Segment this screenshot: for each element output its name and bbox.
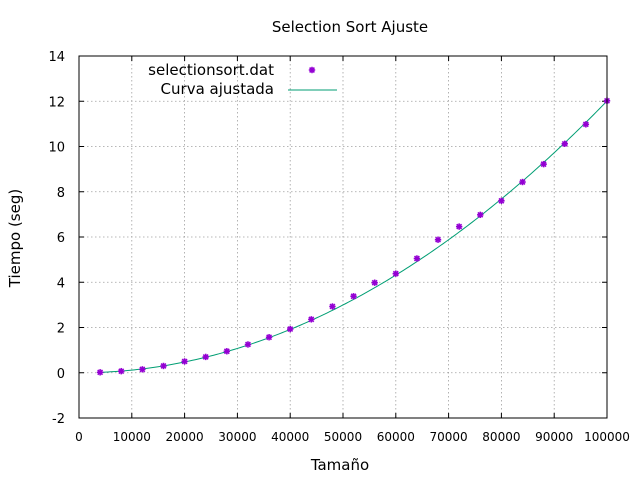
x-tick-label: 50000 [324, 430, 362, 444]
y-tick-label: 8 [57, 186, 65, 201]
legend: selectionsort.dat Curva ajustada [148, 61, 337, 98]
x-tick-label: 20000 [166, 430, 204, 444]
axis-ticks: 0 10000 20000 30000 40000 50000 60000 70000 8000… [48, 50, 629, 444]
y-tick-label: 6 [57, 231, 65, 246]
y-tick-label: 4 [57, 276, 65, 291]
y-tick-label: 14 [48, 50, 65, 65]
y-tick-label: 2 [57, 322, 65, 337]
data-point [519, 178, 526, 186]
data-point [96, 369, 104, 376]
x-tick-label: 80000 [482, 430, 520, 444]
data-point [329, 303, 336, 310]
x-tick-label: 60000 [377, 430, 415, 444]
data-point [498, 197, 505, 204]
data-point [202, 353, 209, 361]
y-tick-label: -2 [52, 412, 65, 427]
data-point [561, 140, 568, 147]
x-axis-label: Tamaño [310, 456, 369, 474]
data-point [434, 236, 442, 243]
data-point [540, 160, 547, 168]
data-point [413, 255, 421, 262]
x-tick-label: 30000 [218, 430, 256, 444]
legend-marker-data [308, 66, 316, 74]
x-tick-label: 10000 [113, 430, 151, 444]
data-point [118, 367, 125, 375]
y-axis-label: Tiempo (seg) [6, 189, 24, 288]
chart-title: Selection Sort Ajuste [272, 18, 428, 36]
data-point [139, 366, 146, 373]
data-point [181, 358, 188, 365]
y-tick-label: 12 [48, 95, 65, 110]
legend-label-data: selectionsort.dat [148, 61, 274, 79]
data-point [582, 121, 590, 128]
data-point [160, 362, 167, 370]
data-point [308, 316, 315, 323]
data-point [477, 211, 484, 219]
grid [79, 56, 607, 418]
legend-label-fit: Curva ajustada [161, 80, 274, 98]
data-point [371, 279, 378, 286]
x-tick-label: 100000 [584, 430, 630, 444]
plot-frame [78, 55, 608, 419]
data-points-layer [96, 97, 611, 376]
legend-point [308, 66, 316, 74]
data-point [223, 348, 231, 355]
y-tick-label: 0 [57, 367, 65, 382]
data-point [287, 325, 294, 333]
data-point [455, 223, 463, 230]
data-point [350, 293, 357, 300]
x-tick-label: 40000 [271, 430, 309, 444]
x-tick-label: 90000 [535, 430, 573, 444]
x-tick-label: 0 [75, 430, 83, 444]
data-point [392, 270, 399, 277]
data-point [244, 341, 252, 348]
data-point [265, 334, 273, 341]
x-tick-label: 70000 [430, 430, 468, 444]
y-tick-label: 10 [48, 141, 65, 156]
